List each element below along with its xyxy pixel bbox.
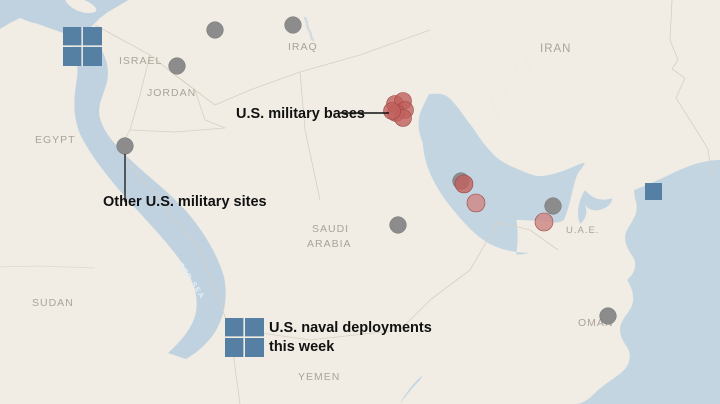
svg-text:U.S. naval deployments: U.S. naval deployments	[269, 320, 432, 336]
svg-text:IRAN: IRAN	[540, 43, 571, 55]
svg-text:IRAQ: IRAQ	[288, 41, 318, 53]
svg-text:ISRAEL: ISRAEL	[119, 55, 162, 67]
svg-text:ARABIA: ARABIA	[307, 238, 352, 250]
svg-text:Other U.S. military sites: Other U.S. military sites	[103, 194, 267, 210]
svg-text:SUDAN: SUDAN	[32, 297, 74, 309]
svg-text:JORDAN: JORDAN	[147, 87, 196, 99]
svg-text:SAUDI: SAUDI	[312, 223, 349, 235]
svg-text:YEMEN: YEMEN	[298, 371, 340, 383]
svg-text:U.A.E.: U.A.E.	[566, 225, 599, 236]
svg-text:EGYPT: EGYPT	[35, 134, 76, 146]
svg-text:U.S. military bases: U.S. military bases	[236, 106, 365, 122]
svg-text:this week: this week	[269, 339, 335, 355]
